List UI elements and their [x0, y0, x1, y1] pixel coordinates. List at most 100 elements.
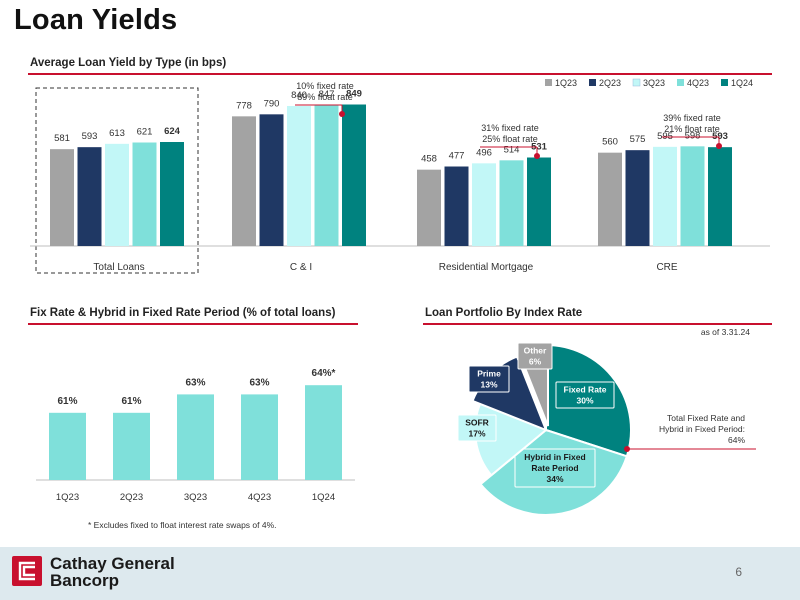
category-label-fixed-4q23: 4Q23 — [248, 492, 271, 503]
footer-bar — [0, 547, 800, 600]
pie-label-sofr-1: 17% — [468, 429, 485, 439]
fixed-rate-chart: 61% 1Q23 61% 2Q23 63% 3Q23 63% 4Q23 64%* 1Q24 * Ex… — [36, 368, 355, 530]
value-label-cre-2q23: 575 — [630, 134, 646, 145]
category-label-fixed-1q23: 1Q23 — [56, 492, 79, 503]
bar-fixed-2q23 — [113, 412, 150, 480]
pie-label-box-hybrid-in-fixed-rate-period — [514, 448, 596, 488]
legend-label-2q23: 2Q23 — [599, 78, 621, 88]
annotation-marker-residential-mortgage — [534, 153, 540, 159]
bar-c-i-1q24 — [342, 104, 366, 246]
category-label-residential-mortgage: Residential Mortgage — [439, 262, 534, 273]
pie-label-hybrid-in-fixed-rate-period-2: 34% — [546, 474, 563, 484]
fixed-chart-footnote: * Excludes fixed to float interest rate … — [88, 520, 277, 530]
legend-label-1q24: 1Q24 — [731, 78, 753, 88]
total-loans-highlight-box — [35, 87, 199, 274]
pie-callout-line-2: 64% — [728, 435, 745, 445]
portfolio-chart-rule — [423, 323, 772, 325]
company-name-line2: Bancorp — [50, 571, 119, 590]
value-label-residential-mortgage-3q23: 496 — [476, 147, 492, 158]
value-label-cre-3q23: 595 — [657, 131, 673, 142]
page-number: 6 — [735, 565, 742, 579]
value-label-fixed-2q23: 61% — [121, 396, 141, 407]
pie-label-box-sofr — [457, 414, 497, 442]
bar-fixed-3q23 — [177, 394, 214, 480]
value-label-fixed-1q23: 61% — [57, 396, 77, 407]
bar-cre-3q23 — [653, 146, 677, 246]
company-logo — [12, 556, 42, 586]
value-label-total-loans-2q23: 593 — [82, 131, 98, 142]
annotation-c-i-line-1: 89% float rate — [297, 92, 353, 102]
annotation-c-i-line-0: 10% fixed rate — [296, 81, 354, 91]
value-label-residential-mortgage-2q23: 477 — [449, 151, 465, 162]
value-label-fixed-1q24: 64%* — [312, 368, 336, 379]
yield-chart-rule — [28, 73, 772, 75]
pie-callout-line-0: Total Fixed Rate and — [667, 413, 745, 423]
bar-total-loans-2q23 — [77, 147, 102, 246]
category-label-fixed-3q23: 3Q23 — [184, 492, 207, 503]
value-label-cre-4q23: 598 — [685, 130, 701, 141]
legend-label-1q23: 1Q23 — [555, 78, 577, 88]
bar-c-i-4q23 — [314, 104, 339, 246]
bar-cre-2q23 — [625, 150, 650, 246]
bar-fixed-1q23 — [49, 412, 86, 480]
pie-label-fixed-rate-0: Fixed Rate — [564, 385, 607, 395]
bar-residential-mortgage-1q24 — [527, 157, 551, 246]
value-label-c-i-2q23: 790 — [264, 98, 280, 109]
value-label-c-i-1q24: 849 — [346, 89, 362, 100]
pie-label-sofr-0: SOFR — [465, 418, 489, 428]
bar-c-i-3q23 — [287, 106, 311, 246]
pie-label-other-0: Other — [524, 346, 547, 356]
category-label-fixed-2q23: 2Q23 — [120, 492, 143, 503]
bar-cre-4q23 — [680, 146, 705, 246]
legend-swatch-4q23 — [677, 79, 684, 86]
pie-subtitle: as of 3.31.24 — [701, 327, 750, 337]
bar-c-i-1q23 — [232, 116, 256, 246]
bar-residential-mortgage-3q23 — [472, 163, 496, 246]
pie-callout-line-1: Hybrid in Fixed Period: — [659, 424, 745, 434]
portfolio-chart-title: Loan Portfolio By Index Rate — [425, 307, 583, 319]
pie-label-hybrid-in-fixed-rate-period-0: Hybrid in Fixed — [524, 452, 585, 462]
bar-total-loans-3q23 — [105, 143, 129, 246]
category-label-fixed-1q24: 1Q24 — [312, 492, 335, 503]
pie-label-hybrid-in-fixed-rate-period-1: Rate Period — [531, 463, 578, 473]
bar-residential-mortgage-1q23 — [417, 169, 441, 246]
bar-total-loans-4q23 — [132, 142, 157, 246]
legend-label-3q23: 3Q23 — [643, 78, 665, 88]
pie-label-prime-1: 13% — [480, 380, 497, 390]
pie-label-other-1: 6% — [529, 357, 542, 367]
value-label-c-i-1q23: 778 — [236, 100, 252, 111]
bar-fixed-1q24 — [305, 385, 342, 480]
value-label-total-loans-3q23: 613 — [109, 128, 125, 139]
bar-total-loans-1q23 — [50, 149, 74, 246]
category-label-total-loans: Total Loans — [93, 262, 144, 273]
pie-label-fixed-rate-1: 30% — [576, 396, 593, 406]
fixed-rate-chart-rule — [28, 323, 358, 325]
company-name: Cathay General Bancorp — [50, 555, 175, 589]
yield-chart: 1Q23 2Q23 3Q23 4Q23 1Q24 581 593 613 621 624 Total… — [30, 78, 770, 274]
pie-label-prime-0: Prime — [477, 369, 501, 379]
pie-label-box-other — [517, 342, 553, 370]
bar-cre-1q23 — [598, 152, 622, 246]
annotation-cre-line-0: 39% fixed rate — [663, 113, 721, 123]
fixed-rate-chart-title: Fix Rate & Hybrid in Fixed Rate Period (… — [30, 307, 336, 319]
value-label-cre-1q24: 593 — [712, 131, 728, 142]
value-label-c-i-4q23: 847 — [319, 89, 335, 100]
value-label-c-i-3q23: 840 — [291, 90, 307, 101]
legend-swatch-1q23 — [545, 79, 552, 86]
pie-callout-marker — [624, 446, 630, 452]
category-label-cre: CRE — [656, 262, 677, 273]
value-label-total-loans-4q23: 621 — [137, 127, 153, 138]
annotation-residential-mortgage-line-1: 25% float rate — [482, 134, 538, 144]
page-title: Loan Yields — [14, 4, 178, 36]
value-label-cre-1q23: 560 — [602, 137, 618, 148]
bar-total-loans-1q24 — [160, 142, 184, 246]
value-label-residential-mortgage-1q23: 458 — [421, 154, 437, 165]
value-label-total-loans-1q23: 581 — [54, 133, 70, 144]
pie-label-box-fixed-rate — [555, 381, 615, 409]
annotation-marker-c-i — [339, 111, 345, 117]
bar-residential-mortgage-4q23 — [499, 160, 524, 246]
bar-c-i-2q23 — [259, 114, 284, 246]
annotation-cre-line-1: 21% float rate — [664, 124, 720, 134]
annotation-residential-mortgage-line-0: 31% fixed rate — [481, 123, 539, 133]
